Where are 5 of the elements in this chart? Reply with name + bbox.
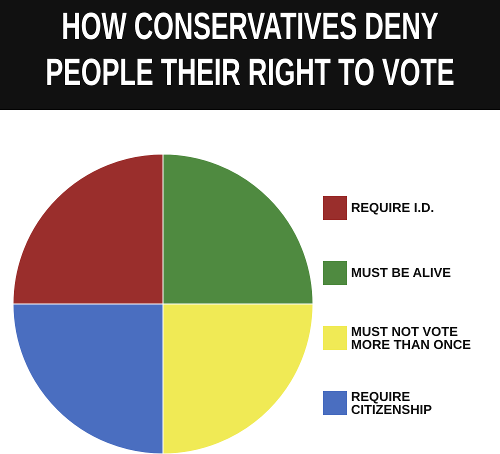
legend-label: REQUIRE I.D. bbox=[351, 200, 436, 216]
chart-title: HOW CONSERVATIVES DENY PEOPLE THEIR RIGHT TO VOTE bbox=[44, 5, 456, 96]
legend-label: REQUIRE CITIZENSHIP bbox=[351, 389, 433, 417]
legend-label: MUST NOT VOTE MORE THAN ONCE bbox=[351, 324, 471, 352]
legend-label: MUST BE ALIVE bbox=[351, 265, 452, 280]
